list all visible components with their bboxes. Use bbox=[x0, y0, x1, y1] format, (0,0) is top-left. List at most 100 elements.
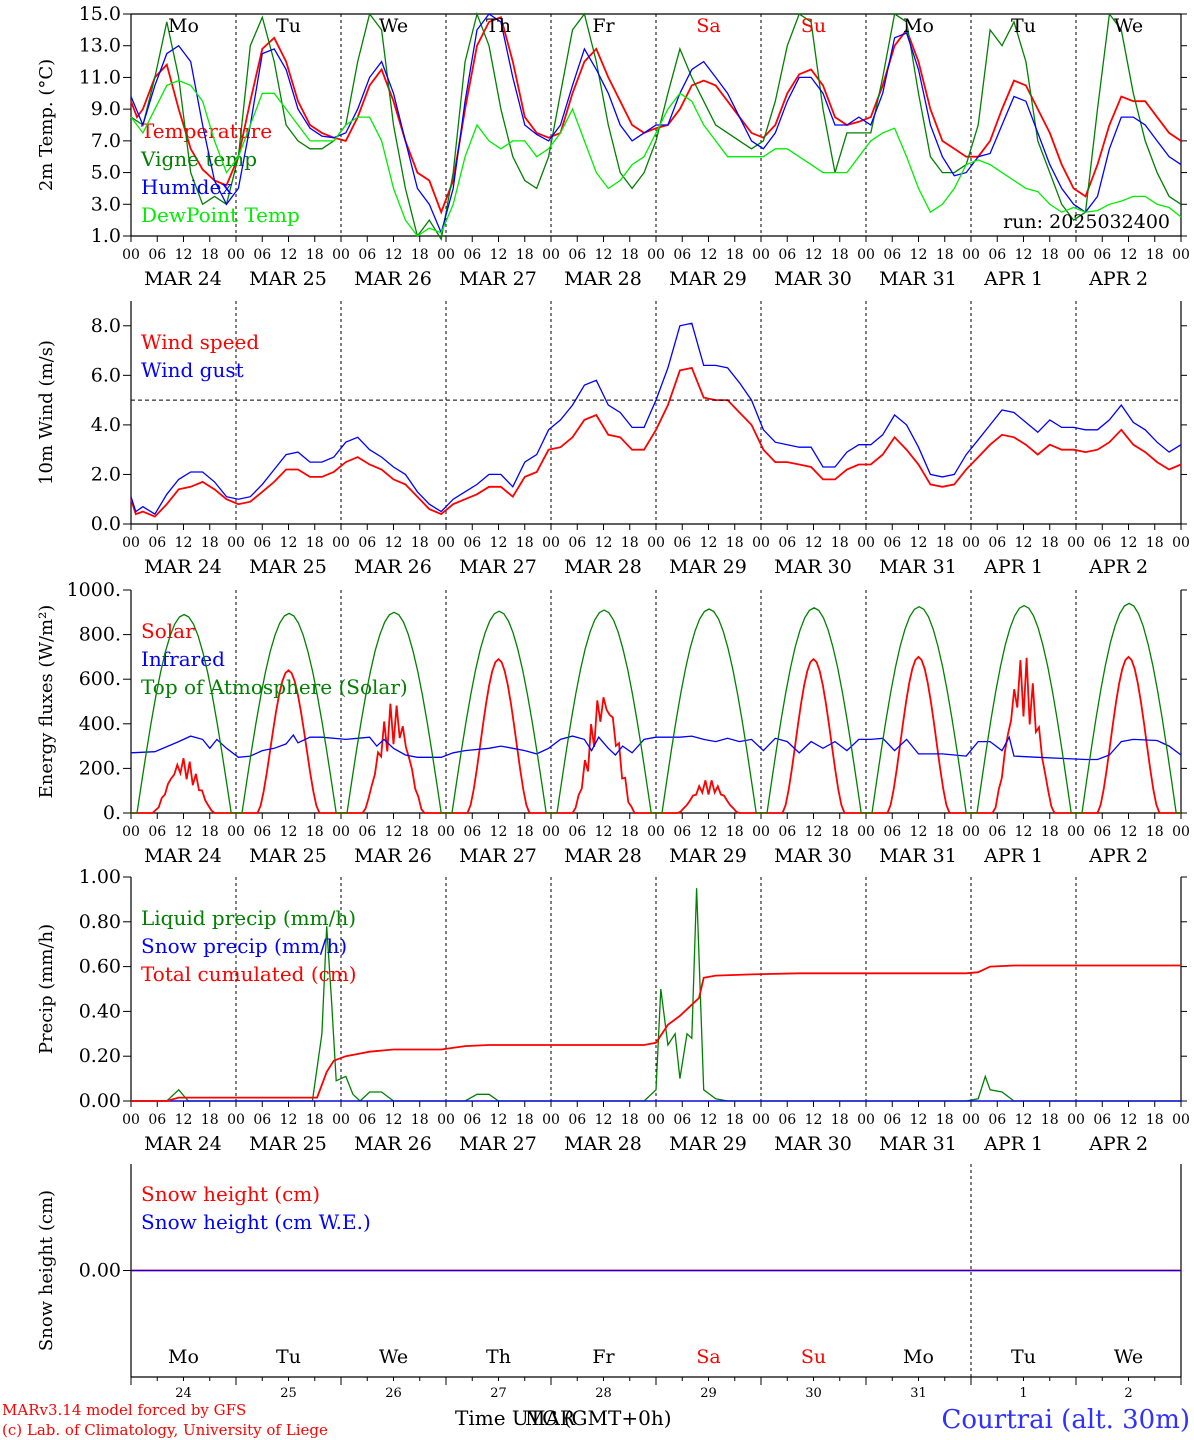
x-hour-label: 12 bbox=[700, 824, 718, 840]
x-hour-label: 18 bbox=[936, 535, 954, 551]
y-axis-label: Energy fluxes (W/m²) bbox=[36, 605, 57, 799]
x-hour-label: 18 bbox=[411, 1112, 429, 1128]
x-date-label: MAR 26 bbox=[354, 268, 432, 290]
x-date-label: APR 1 bbox=[983, 556, 1043, 578]
x-hour-label: 00 bbox=[857, 247, 875, 263]
x-hour-label: 18 bbox=[1146, 535, 1164, 551]
x-hour-label: 18 bbox=[1041, 535, 1059, 551]
day-number-label: 31 bbox=[910, 1386, 927, 1401]
x-hour-label: 18 bbox=[1041, 1112, 1059, 1128]
x-hour-label: 12 bbox=[280, 1112, 298, 1128]
x-hour-label: 00 bbox=[1067, 247, 1085, 263]
x-date-label: MAR 31 bbox=[879, 1133, 957, 1155]
x-hour-label: 18 bbox=[201, 535, 219, 551]
x-hour-label: 18 bbox=[1041, 824, 1059, 840]
x-hour-label: 12 bbox=[385, 535, 403, 551]
y-axis-label: 2m Temp. (°C) bbox=[36, 59, 57, 191]
x-hour-label: 06 bbox=[463, 1112, 481, 1128]
legend-entry: Snow height (cm) bbox=[141, 1182, 320, 1206]
day-of-week-label: Sa bbox=[696, 15, 720, 37]
x-date-label: MAR 25 bbox=[249, 268, 327, 290]
x-hour-label: 18 bbox=[936, 824, 954, 840]
x-hour-label: 06 bbox=[568, 535, 586, 551]
x-hour-label: 18 bbox=[306, 1112, 324, 1128]
x-date-label: MAR 26 bbox=[354, 845, 432, 867]
x-hour-label: 00 bbox=[647, 247, 665, 263]
lab-credit-line: (c) Lab. of Climatology, University of L… bbox=[2, 1421, 328, 1439]
x-hour-label: 00 bbox=[227, 247, 245, 263]
x-hour-label: 00 bbox=[332, 535, 350, 551]
y-tick-label: 0.80 bbox=[79, 911, 121, 933]
x-hour-label: 18 bbox=[831, 1112, 849, 1128]
x-hour-label: 00 bbox=[752, 247, 770, 263]
x-hour-label: 06 bbox=[778, 1112, 796, 1128]
x-hour-label: 00 bbox=[752, 824, 770, 840]
x-date-label: MAR 29 bbox=[669, 268, 747, 290]
station-label: Courtrai (alt. 30m) bbox=[942, 1405, 1191, 1435]
time-axis-overlap: MAR bbox=[525, 1406, 576, 1430]
x-hour-label: 18 bbox=[1041, 247, 1059, 263]
x-hour-label: 18 bbox=[726, 1112, 744, 1128]
x-hour-label: 18 bbox=[411, 824, 429, 840]
x-hour-label: 12 bbox=[805, 824, 823, 840]
x-hour-label: 00 bbox=[857, 824, 875, 840]
x-hour-label: 12 bbox=[700, 535, 718, 551]
x-hour-label: 12 bbox=[1015, 247, 1033, 263]
y-tick-label: 0.00 bbox=[79, 1090, 121, 1112]
y-tick-label: 600. bbox=[79, 668, 121, 690]
day-of-week-label: Fr bbox=[592, 15, 615, 37]
x-date-label: MAR 26 bbox=[354, 1133, 432, 1155]
x-hour-label: 06 bbox=[778, 247, 796, 263]
x-hour-label: 18 bbox=[516, 535, 534, 551]
day-number-label: 1 bbox=[1019, 1386, 1027, 1401]
day-of-week-label: We bbox=[379, 15, 408, 37]
y-axis-label: 10m Wind (m/s) bbox=[36, 340, 57, 485]
x-hour-label: 00 bbox=[437, 535, 455, 551]
day-of-week-label: Tu bbox=[1011, 1346, 1036, 1368]
x-hour-label: 18 bbox=[621, 824, 639, 840]
x-date-label: MAR 29 bbox=[669, 556, 747, 578]
x-hour-label: 06 bbox=[358, 247, 376, 263]
x-hour-label: 12 bbox=[1015, 535, 1033, 551]
legend-entry: Liquid precip (mm/h) bbox=[141, 906, 356, 930]
x-hour-label: 12 bbox=[910, 247, 928, 263]
day-of-week-label: Su bbox=[801, 15, 826, 37]
y-tick-label: 11.0 bbox=[79, 66, 121, 88]
x-hour-label: 00 bbox=[437, 824, 455, 840]
x-date-label: MAR 28 bbox=[564, 845, 642, 867]
x-hour-label: 06 bbox=[1093, 1112, 1111, 1128]
x-hour-label: 18 bbox=[831, 824, 849, 840]
x-hour-label: 18 bbox=[1146, 824, 1164, 840]
x-hour-label: 00 bbox=[227, 824, 245, 840]
y-tick-label: 1000. bbox=[67, 579, 121, 601]
day-of-week-label: Su bbox=[801, 1346, 826, 1368]
x-date-label: MAR 24 bbox=[144, 268, 222, 290]
x-hour-label: 12 bbox=[1015, 824, 1033, 840]
x-hour-label: 18 bbox=[201, 824, 219, 840]
x-hour-label: 12 bbox=[910, 1112, 928, 1128]
series-red-line bbox=[130, 15, 1182, 215]
x-hour-label: 00 bbox=[227, 535, 245, 551]
x-date-label: APR 1 bbox=[983, 845, 1043, 867]
x-hour-label: 00 bbox=[122, 824, 140, 840]
panel-energy: 0. 200. 400. 600. 800. 1000. Energy fluxes (W/… bbox=[36, 579, 1190, 867]
y-tick-label: 4.0 bbox=[91, 414, 121, 436]
day-of-week-label: Mo bbox=[168, 1346, 199, 1368]
legend-entry: Wind speed bbox=[141, 330, 259, 354]
x-date-label: MAR 29 bbox=[669, 1133, 747, 1155]
x-hour-label: 06 bbox=[883, 1112, 901, 1128]
legend-entry: Humidex bbox=[141, 175, 233, 199]
x-date-label: APR 2 bbox=[1088, 268, 1148, 290]
x-hour-label: 06 bbox=[358, 824, 376, 840]
x-hour-label: 06 bbox=[463, 247, 481, 263]
y-tick-label: 3.0 bbox=[91, 193, 121, 215]
x-hour-label: 06 bbox=[673, 1112, 691, 1128]
x-hour-label: 18 bbox=[201, 247, 219, 263]
y-axis-label: Snow height (cm) bbox=[36, 1190, 57, 1351]
panel-snow: 0.00 Snow height (cm) Snow height (cm) Snow… bbox=[36, 1164, 1182, 1401]
x-hour-label: 12 bbox=[805, 247, 823, 263]
x-hour-label: 12 bbox=[805, 535, 823, 551]
series-blue-line bbox=[130, 322, 1182, 515]
y-tick-label: 0.00 bbox=[79, 1260, 121, 1282]
